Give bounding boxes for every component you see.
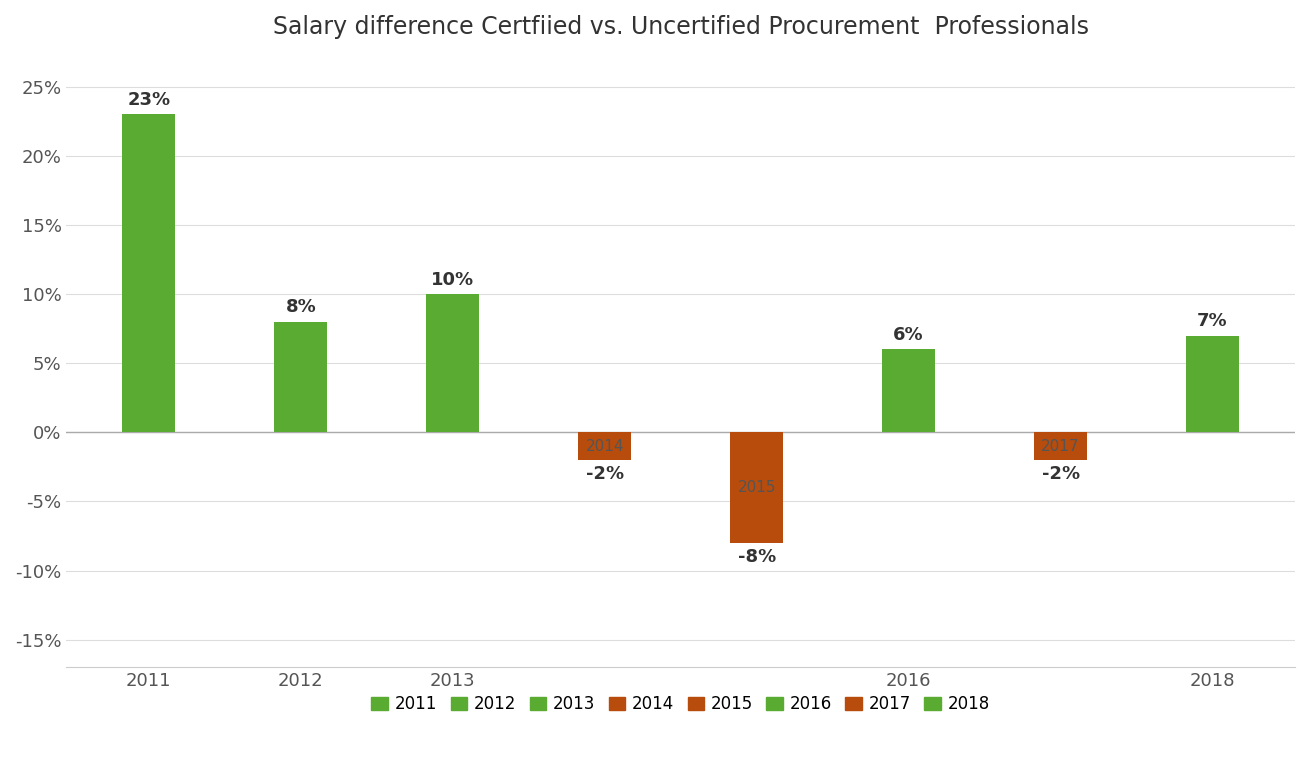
Bar	[1186, 336, 1239, 433]
Text: -2%: -2%	[1041, 465, 1079, 483]
Text: -8%: -8%	[738, 548, 776, 566]
Bar	[122, 114, 176, 433]
Legend: 2011, 2012, 2013, 2014, 2015, 2016, 2017, 2018: 2011, 2012, 2013, 2014, 2015, 2016, 2017…	[364, 689, 997, 720]
Text: -2%: -2%	[586, 465, 624, 483]
Text: 10%: 10%	[431, 270, 474, 288]
Bar	[578, 433, 631, 460]
Text: 2014: 2014	[586, 439, 624, 454]
Text: 2017: 2017	[1041, 439, 1079, 454]
Bar	[426, 294, 479, 433]
Title: Salary difference Certfiied vs. Uncertified Procurement  Professionals: Salary difference Certfiied vs. Uncertif…	[272, 15, 1089, 39]
Bar	[882, 349, 935, 433]
Bar	[274, 322, 328, 433]
Text: 6%: 6%	[893, 326, 924, 344]
Bar	[730, 433, 783, 543]
Bar	[1034, 433, 1087, 460]
Text: 23%: 23%	[127, 91, 170, 109]
Text: 8%: 8%	[286, 298, 316, 316]
Text: 2015: 2015	[738, 480, 776, 495]
Text: 7%: 7%	[1197, 312, 1227, 330]
